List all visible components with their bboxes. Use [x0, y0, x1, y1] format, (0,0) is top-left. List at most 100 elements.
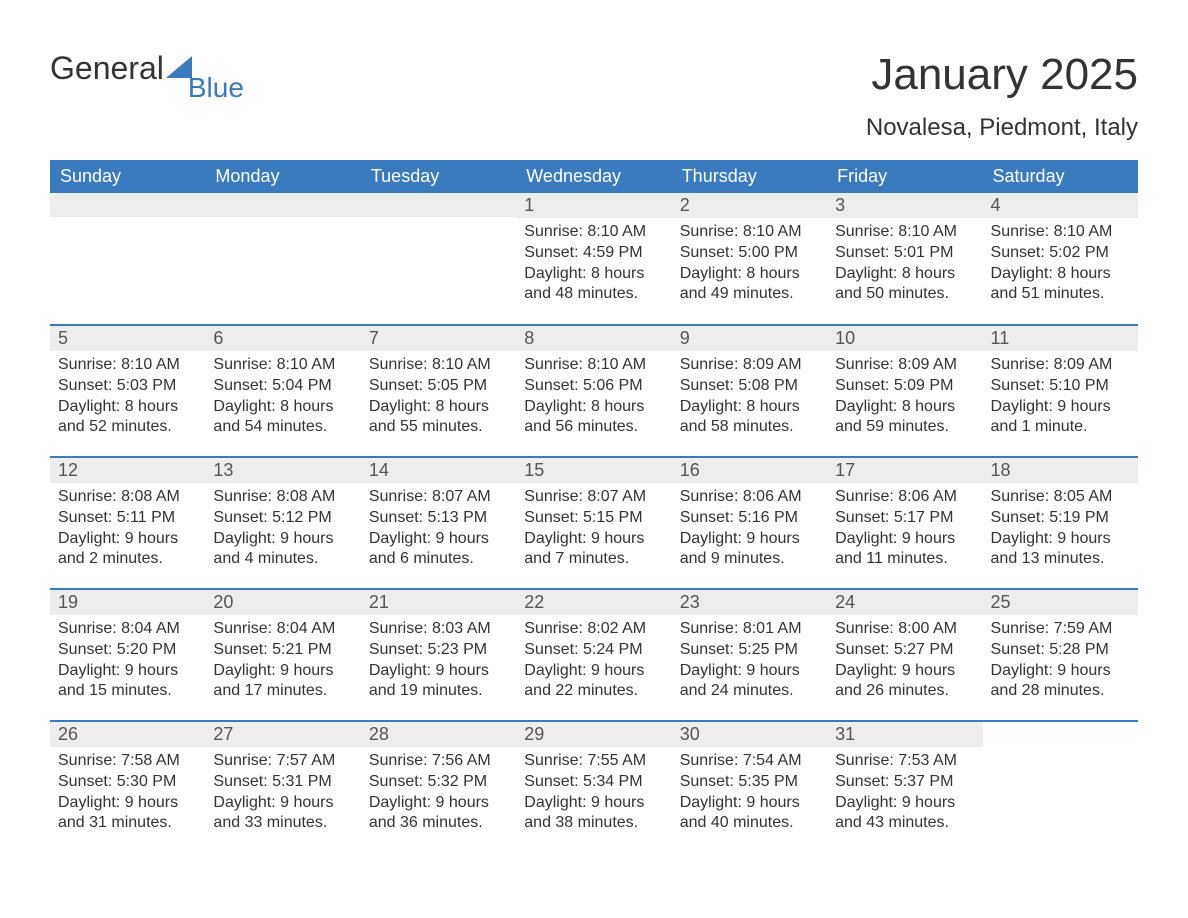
daylight-value1: 9 hours: [436, 794, 489, 811]
sunset-value: 5:23 PM: [428, 641, 488, 658]
sunrise-line: Sunrise: 8:06 AM: [835, 487, 974, 508]
sunset-line: Sunset: 5:34 PM: [524, 772, 663, 793]
calendar-cell: 22Sunrise: 8:02 AMSunset: 5:24 PMDayligh…: [516, 589, 671, 721]
sunrise-label: Sunrise:: [524, 620, 587, 637]
sunset-value: 5:35 PM: [738, 773, 798, 790]
day-details: Sunrise: 8:10 AMSunset: 5:06 PMDaylight:…: [516, 351, 671, 444]
daylight-line2: and 52 minutes.: [58, 417, 197, 438]
daylight-label: Daylight:: [524, 530, 591, 547]
sunset-value: 5:30 PM: [117, 773, 177, 790]
day-number: 6: [205, 326, 360, 351]
daylight-line2: and 28 minutes.: [991, 681, 1130, 702]
sunrise-line: Sunrise: 7:57 AM: [213, 751, 352, 772]
sunset-line: Sunset: 5:32 PM: [369, 772, 508, 793]
daylight-line1: Daylight: 9 hours: [680, 529, 819, 550]
calendar-cell: 12Sunrise: 8:08 AMSunset: 5:11 PMDayligh…: [50, 457, 205, 589]
daylight-value1: 9 hours: [746, 530, 799, 547]
daylight-value1: 8 hours: [1057, 265, 1110, 282]
sunset-label: Sunset:: [524, 509, 583, 526]
daylight-value1: 9 hours: [591, 662, 644, 679]
sunrise-label: Sunrise:: [835, 488, 898, 505]
sunrise-label: Sunrise:: [680, 752, 743, 769]
sunset-value: 5:28 PM: [1049, 641, 1109, 658]
daylight-line1: Daylight: 9 hours: [835, 529, 974, 550]
daylight-line1: Daylight: 9 hours: [524, 793, 663, 814]
day-number: 15: [516, 458, 671, 483]
day-details: Sunrise: 8:10 AMSunset: 4:59 PMDaylight:…: [516, 218, 671, 311]
sunrise-value: 8:09 AM: [1054, 356, 1113, 373]
daylight-value1: 9 hours: [436, 662, 489, 679]
sunset-line: Sunset: 5:19 PM: [991, 508, 1130, 529]
sunset-value: 5:21 PM: [272, 641, 332, 658]
calendar-cell: 15Sunrise: 8:07 AMSunset: 5:15 PMDayligh…: [516, 457, 671, 589]
sunset-value: 5:06 PM: [583, 377, 643, 394]
daylight-value1: 8 hours: [280, 398, 333, 415]
sunrise-line: Sunrise: 7:55 AM: [524, 751, 663, 772]
sunrise-line: Sunrise: 8:04 AM: [213, 619, 352, 640]
sunrise-label: Sunrise:: [991, 620, 1054, 637]
daylight-line2: and 31 minutes.: [58, 813, 197, 834]
sunrise-line: Sunrise: 8:04 AM: [58, 619, 197, 640]
header: General Blue January 2025 Novalesa, Pied…: [50, 50, 1138, 142]
daylight-line2: and 2 minutes.: [58, 549, 197, 570]
sunset-line: Sunset: 5:12 PM: [213, 508, 352, 529]
day-number: 27: [205, 722, 360, 747]
sunset-value: 5:32 PM: [428, 773, 488, 790]
daylight-value1: 8 hours: [902, 398, 955, 415]
daylight-line1: Daylight: 9 hours: [369, 793, 508, 814]
sunrise-value: 8:02 AM: [587, 620, 646, 637]
calendar-cell: 31Sunrise: 7:53 AMSunset: 5:37 PMDayligh…: [827, 721, 982, 853]
sunrise-label: Sunrise:: [213, 488, 276, 505]
daylight-line1: Daylight: 9 hours: [835, 793, 974, 814]
sunrise-value: 8:08 AM: [121, 488, 180, 505]
daylight-line1: Daylight: 8 hours: [524, 264, 663, 285]
calendar-cell: 4Sunrise: 8:10 AMSunset: 5:02 PMDaylight…: [983, 193, 1138, 325]
daylight-line2: and 40 minutes.: [680, 813, 819, 834]
calendar-cell: [983, 721, 1138, 853]
sunrise-value: 8:00 AM: [898, 620, 957, 637]
sunset-value: 5:05 PM: [428, 377, 488, 394]
sunrise-line: Sunrise: 8:08 AM: [213, 487, 352, 508]
day-number: 10: [827, 326, 982, 351]
day-details: Sunrise: 8:08 AMSunset: 5:12 PMDaylight:…: [205, 483, 360, 576]
sunset-line: Sunset: 5:23 PM: [369, 640, 508, 661]
day-number: 9: [672, 326, 827, 351]
daylight-line1: Daylight: 9 hours: [369, 529, 508, 550]
daylight-label: Daylight:: [213, 794, 280, 811]
day-details: Sunrise: 8:10 AMSunset: 5:02 PMDaylight:…: [983, 218, 1138, 311]
sunrise-line: Sunrise: 7:56 AM: [369, 751, 508, 772]
sunset-line: Sunset: 5:37 PM: [835, 772, 974, 793]
daylight-line1: Daylight: 8 hours: [524, 397, 663, 418]
daylight-value1: 8 hours: [436, 398, 489, 415]
daylight-line2: and 7 minutes.: [524, 549, 663, 570]
day-details: Sunrise: 7:56 AMSunset: 5:32 PMDaylight:…: [361, 747, 516, 840]
sunrise-line: Sunrise: 8:10 AM: [991, 222, 1130, 243]
day-details: Sunrise: 7:54 AMSunset: 5:35 PMDaylight:…: [672, 747, 827, 840]
daylight-label: Daylight:: [369, 794, 436, 811]
daylight-value1: 9 hours: [280, 794, 333, 811]
daylight-line1: Daylight: 9 hours: [680, 793, 819, 814]
daylight-value1: 9 hours: [125, 794, 178, 811]
daylight-line2: and 55 minutes.: [369, 417, 508, 438]
sunrise-line: Sunrise: 8:01 AM: [680, 619, 819, 640]
daylight-label: Daylight:: [369, 530, 436, 547]
sunrise-label: Sunrise:: [369, 752, 432, 769]
day-details: Sunrise: 7:53 AMSunset: 5:37 PMDaylight:…: [827, 747, 982, 840]
day-number: 28: [361, 722, 516, 747]
sunset-line: Sunset: 5:09 PM: [835, 376, 974, 397]
daylight-label: Daylight:: [991, 265, 1058, 282]
day-details: Sunrise: 8:07 AMSunset: 5:13 PMDaylight:…: [361, 483, 516, 576]
sunrise-label: Sunrise:: [991, 488, 1054, 505]
sunset-value: 5:10 PM: [1049, 377, 1109, 394]
day-number: 31: [827, 722, 982, 747]
column-header: Monday: [205, 160, 360, 193]
sunrise-value: 8:07 AM: [587, 488, 646, 505]
daylight-line2: and 49 minutes.: [680, 284, 819, 305]
sunrise-line: Sunrise: 7:53 AM: [835, 751, 974, 772]
calendar-cell: 10Sunrise: 8:09 AMSunset: 5:09 PMDayligh…: [827, 325, 982, 457]
sunrise-value: 7:53 AM: [898, 752, 957, 769]
sunrise-value: 8:10 AM: [898, 223, 957, 240]
daylight-label: Daylight:: [58, 794, 125, 811]
column-header: Sunday: [50, 160, 205, 193]
sunset-line: Sunset: 5:17 PM: [835, 508, 974, 529]
